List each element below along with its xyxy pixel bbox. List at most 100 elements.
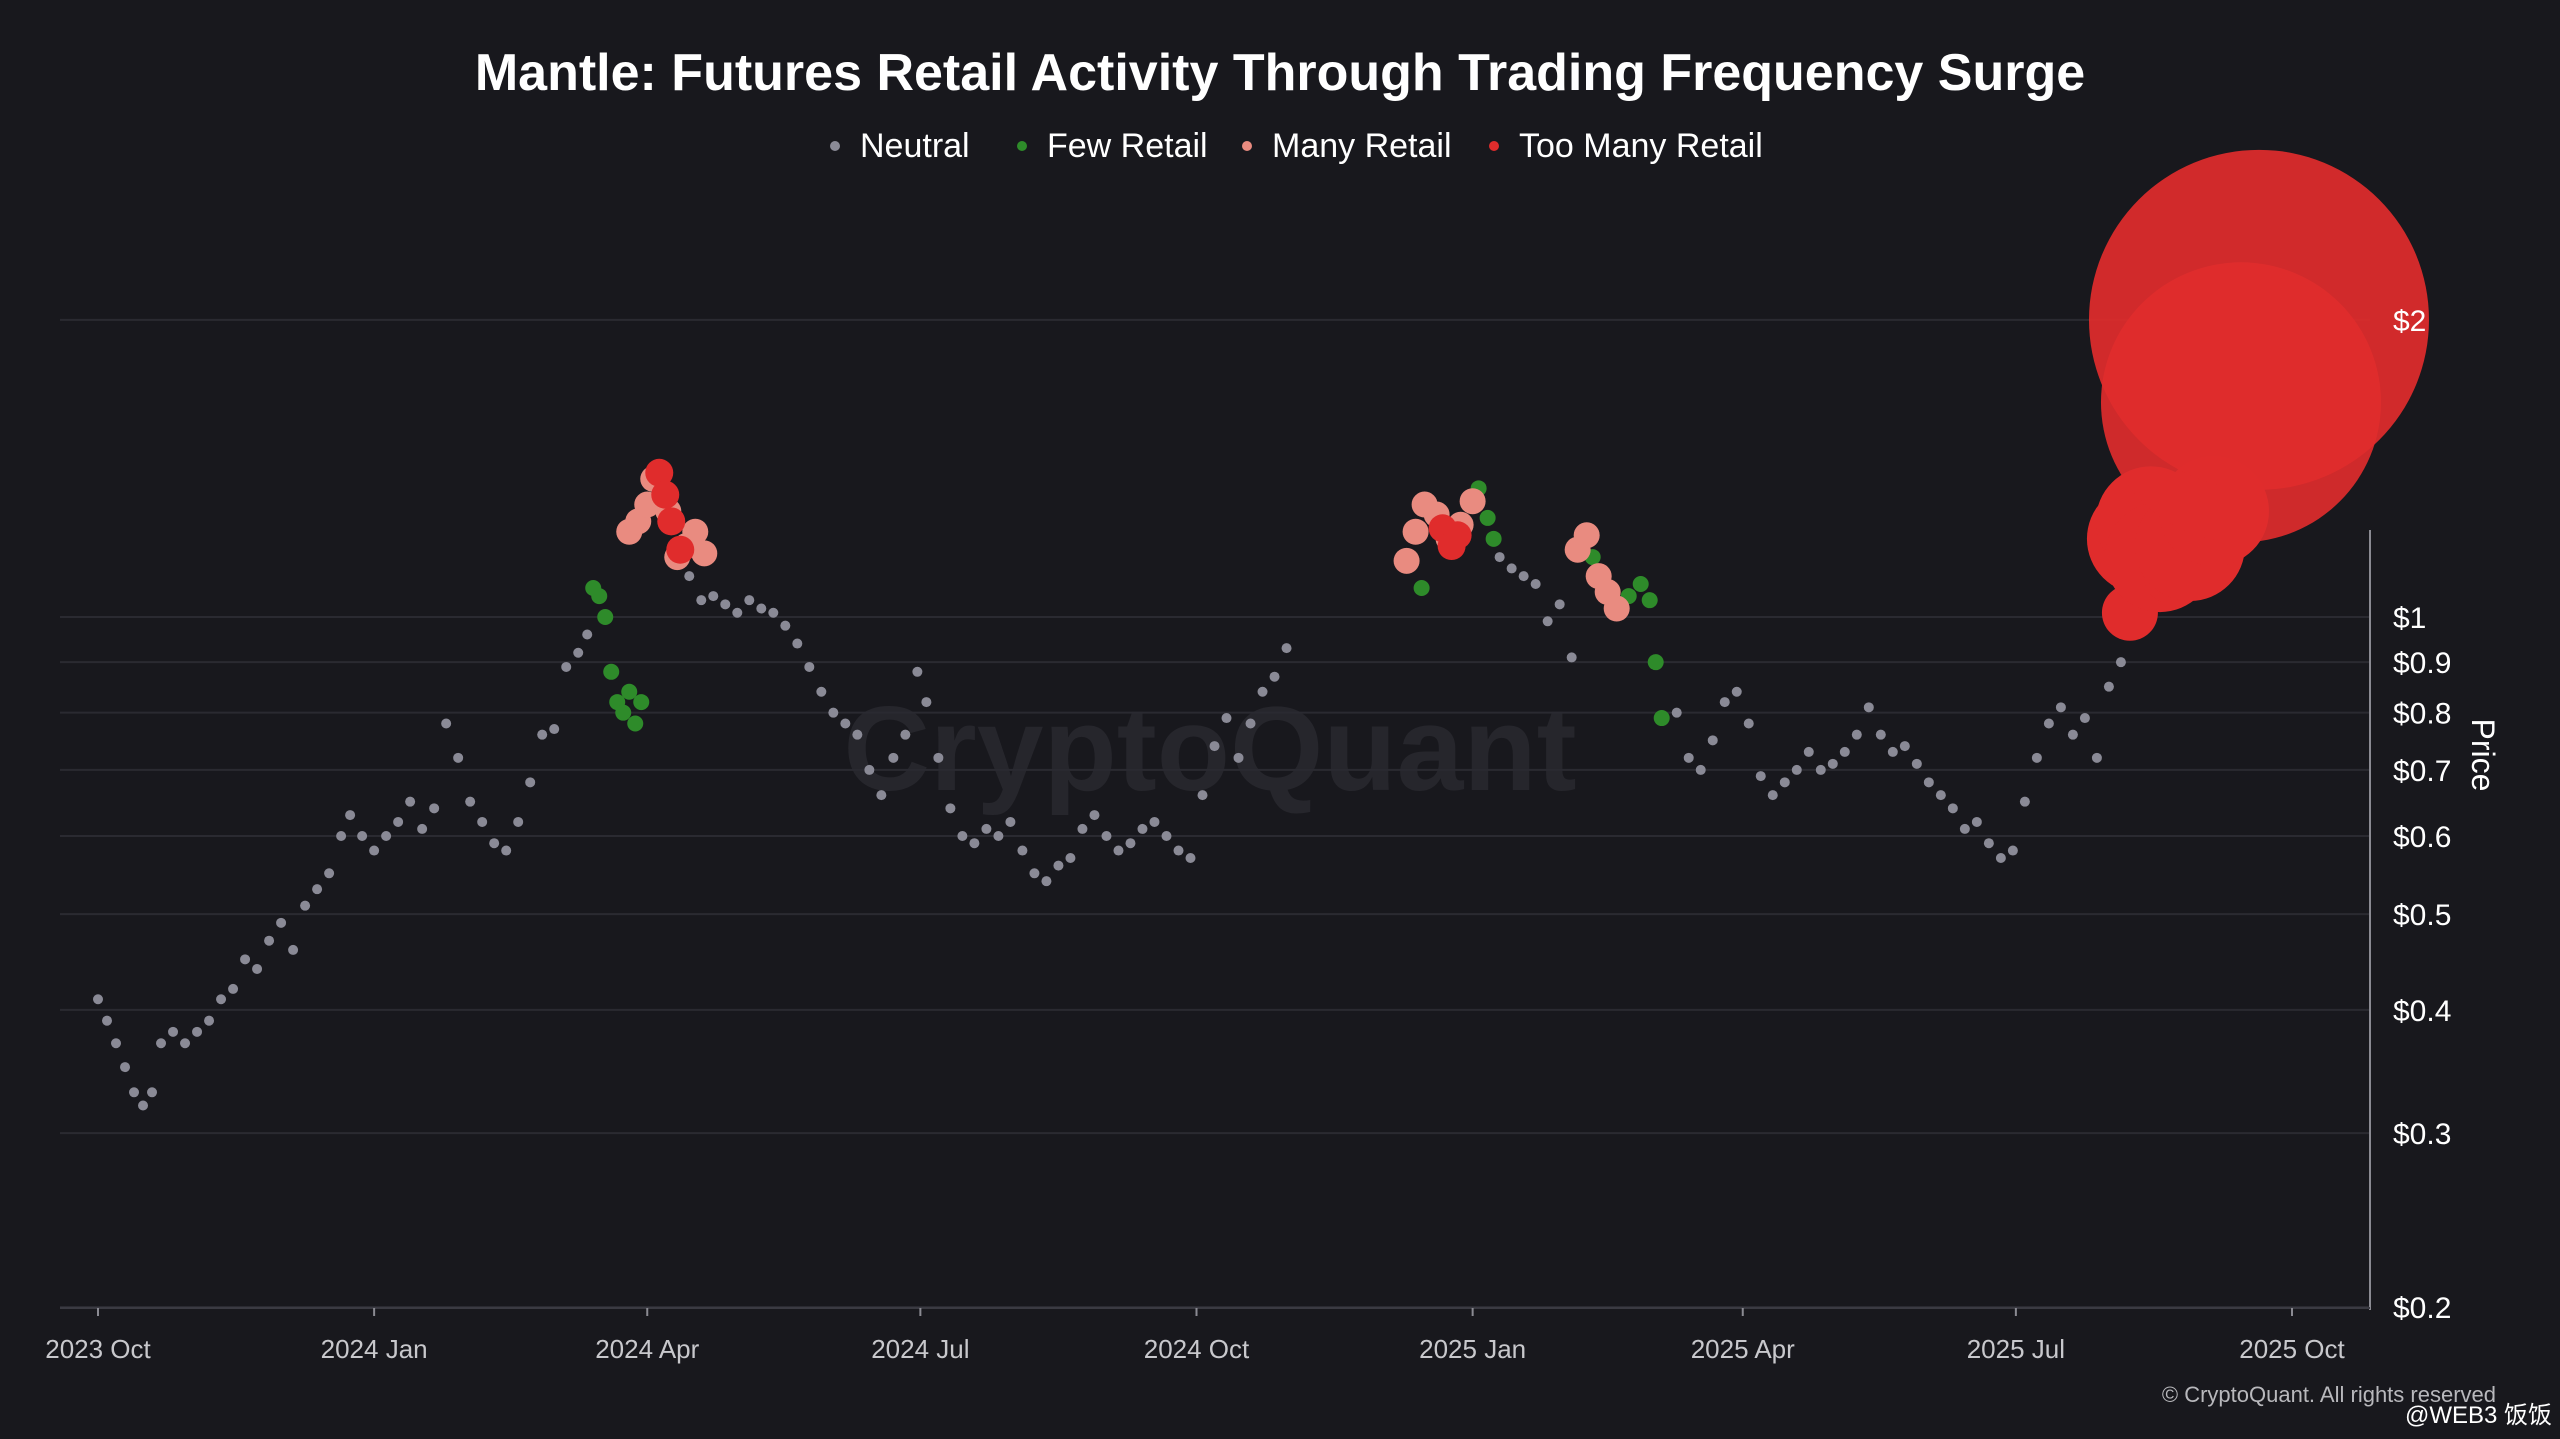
- data-point: [1803, 746, 1814, 757]
- data-point: [405, 796, 416, 807]
- data-point: [1209, 741, 1220, 752]
- data-point: [2031, 752, 2042, 763]
- data-point: [804, 661, 815, 672]
- data-point: [1089, 810, 1100, 821]
- data-point: [138, 1100, 149, 1111]
- data-point: [816, 686, 827, 697]
- y-tick-label: $0.7: [2393, 755, 2451, 788]
- data-point: [1899, 741, 1910, 752]
- data-point: [1479, 509, 1496, 526]
- data-point: [1257, 686, 1268, 697]
- series-few-retail: [585, 480, 1670, 732]
- data-point: [147, 1087, 158, 1098]
- data-point: [1197, 790, 1208, 801]
- data-point: [1149, 816, 1160, 827]
- data-point: [1269, 671, 1280, 682]
- y-tick-label: $0.3: [2393, 1118, 2451, 1151]
- data-point: [1839, 746, 1850, 757]
- data-point: [1779, 777, 1790, 788]
- data-point: [1603, 595, 1630, 622]
- data-point: [945, 803, 956, 814]
- data-point: [597, 609, 614, 625]
- y-tick-label: $0.2: [2393, 1292, 2451, 1325]
- data-point: [1077, 823, 1088, 834]
- series-neutral: [93, 552, 2126, 1111]
- data-point: [1947, 803, 1958, 814]
- data-point: [1506, 563, 1517, 574]
- data-point: [228, 983, 239, 994]
- y-tick-label: $0.9: [2393, 647, 2451, 680]
- data-point: [324, 868, 335, 879]
- data-point: [276, 917, 287, 928]
- data-point: [645, 458, 674, 487]
- data-point: [549, 724, 560, 735]
- data-point: [2007, 845, 2018, 856]
- data-point: [102, 1015, 113, 1026]
- credit-text: © CryptoQuant. All rights reserved: [2162, 1382, 2496, 1407]
- data-point: [300, 900, 311, 911]
- data-points: [93, 149, 2429, 1111]
- x-tick-label: 2025 Jul: [1967, 1334, 2065, 1364]
- data-point: [1731, 686, 1742, 697]
- data-point: [1221, 713, 1232, 724]
- data-point: [666, 535, 695, 564]
- data-point: [1791, 764, 1802, 775]
- data-point: [1827, 758, 1838, 769]
- data-point: [1566, 652, 1577, 663]
- data-point: [1653, 710, 1670, 727]
- data-point: [1402, 518, 1429, 545]
- data-point: [537, 729, 548, 740]
- data-point: [1573, 522, 1600, 549]
- data-point: [192, 1026, 203, 1037]
- data-point: [993, 831, 1004, 842]
- data-point: [627, 715, 644, 732]
- data-point: [900, 729, 911, 740]
- data-point: [1683, 752, 1694, 763]
- data-point: [691, 540, 718, 567]
- data-point: [1494, 552, 1505, 563]
- data-point: [768, 607, 779, 618]
- data-point: [780, 620, 791, 631]
- data-point: [732, 607, 743, 618]
- data-point: [603, 663, 620, 680]
- data-point: [1911, 758, 1922, 769]
- data-point: [1755, 771, 1766, 782]
- x-tick-label: 2024 Jan: [321, 1334, 428, 1364]
- data-point: [1959, 823, 1970, 834]
- data-point: [156, 1038, 167, 1049]
- data-point: [369, 845, 380, 856]
- data-point: [591, 588, 608, 605]
- legend-marker: [1017, 141, 1027, 151]
- data-point: [1743, 718, 1754, 729]
- data-point: [1554, 599, 1565, 610]
- data-point: [453, 752, 464, 763]
- data-point: [2043, 718, 2054, 729]
- data-point: [792, 638, 803, 649]
- data-point: [1233, 752, 1244, 763]
- grid-lines: [60, 318, 2370, 1308]
- data-point: [1647, 654, 1664, 671]
- legend-label: Many Retail: [1272, 127, 1452, 165]
- y-tick-label: $0.4: [2393, 995, 2451, 1028]
- series-many-retail: [616, 465, 1630, 622]
- data-point: [288, 944, 299, 955]
- data-point: [852, 729, 863, 740]
- data-point: [417, 823, 428, 834]
- data-point: [180, 1038, 191, 1049]
- data-point: [1983, 838, 1994, 849]
- y-tick-label: $1: [2393, 602, 2426, 635]
- data-point: [1695, 764, 1706, 775]
- data-point: [312, 884, 323, 895]
- data-point: [615, 704, 632, 721]
- data-point: [477, 816, 488, 827]
- data-point: [1671, 707, 1682, 718]
- data-point: [969, 838, 980, 849]
- data-point: [429, 803, 440, 814]
- data-point: [1530, 579, 1541, 590]
- data-point: [1053, 860, 1064, 871]
- data-point: [864, 764, 875, 775]
- legend-label: Too Many Retail: [1519, 127, 1763, 165]
- data-point: [720, 599, 731, 610]
- data-point: [1707, 735, 1718, 746]
- data-point: [2088, 149, 2429, 490]
